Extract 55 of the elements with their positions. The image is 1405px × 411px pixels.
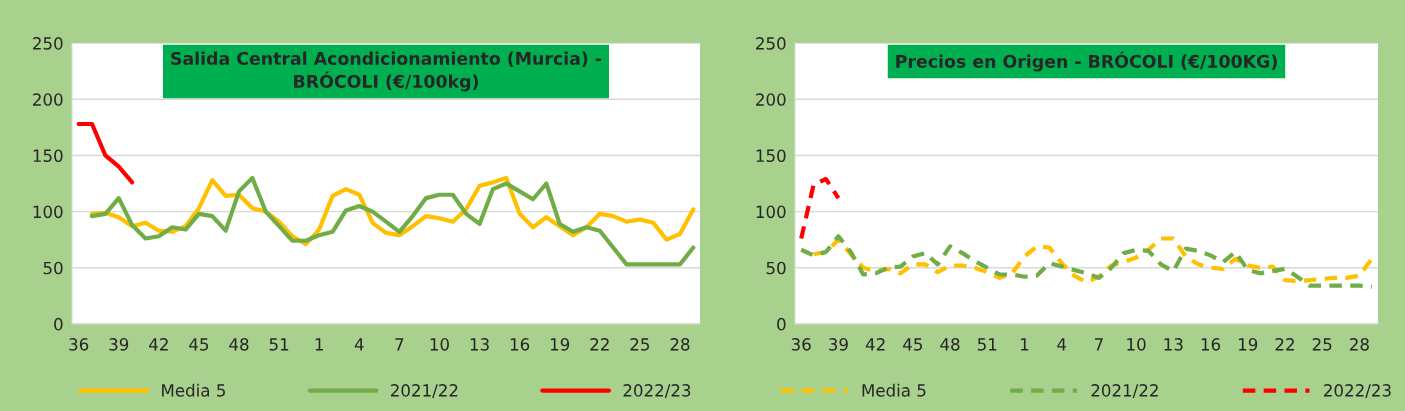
legend-label: 2021/22 [390,384,458,398]
x-tick-label: 45 [189,338,209,351]
y-tick-label: 100 [33,205,63,219]
x-tick-label: 42 [149,338,168,351]
y-tick-label: 250 [756,37,786,50]
x-tick-label: 48 [229,338,249,351]
x-tick-label: 22 [590,338,609,351]
legend-label: 2022/23 [623,384,691,398]
x-tick-label: 25 [630,338,650,351]
legend-label: Media 5 [162,383,225,397]
line-series [799,176,841,241]
x-tick-label: 10 [1127,338,1146,351]
x-tick-label: 1 [315,338,323,351]
x-tick-label: 4 [354,338,364,351]
text: Salida Central Acondicionamiento (Murcia) - BRÓCOLI (€/100kg) [171,51,602,92]
y-tick-label: 50 [766,261,786,275]
x-tick-label: 28 [670,338,690,351]
x-tick-label: 36 [69,338,89,351]
y-tick-label: 150 [33,149,63,163]
x-tick-label: 22 [1275,338,1294,351]
text: Precios en Origen - BRÓCOLI (€/100KG) [896,51,1277,72]
x-tick-label: 51 [269,338,289,351]
x-tick-label: 19 [550,338,570,351]
x-tick-label: 7 [395,338,404,351]
x-tick-label: 28 [1350,338,1369,351]
legend-label: 2022/23 [1324,384,1391,398]
x-tick-label: 19 [1238,338,1258,351]
y-tick-label: 200 [33,93,63,106]
y-tick-label: 0 [777,317,786,331]
x-tick-label: 45 [903,338,922,351]
x-tick-label: 10 [430,338,449,351]
y-tick-label: 200 [756,93,786,106]
x-tick-label: 16 [1201,338,1221,351]
line-series [76,121,135,185]
x-tick-label: 48 [940,338,960,351]
x-tick-label: 39 [109,338,129,351]
x-tick-label: 42 [865,338,885,351]
legend-label: Media 5 [862,383,926,397]
x-tick-label: 51 [977,338,997,351]
y-tick-label: 0 [54,317,63,331]
x-tick-label: 13 [470,338,489,351]
y-tick-label: 100 [756,205,786,219]
y-tick-label: 50 [43,261,63,275]
x-tick-label: 4 [1057,338,1067,351]
x-tick-label: 7 [1094,338,1103,351]
line-series [89,175,696,267]
legend-label: 2021/22 [1091,384,1158,398]
x-tick-label: 13 [1164,338,1183,351]
x-tick-label: 36 [791,338,811,351]
y-tick-label: 250 [33,37,63,50]
x-tick-label: 39 [829,338,848,351]
x-tick-label: 16 [510,338,530,351]
x-tick-label: 1 [1021,338,1029,351]
y-tick-label: 150 [756,149,786,163]
x-tick-label: 25 [1312,338,1332,351]
